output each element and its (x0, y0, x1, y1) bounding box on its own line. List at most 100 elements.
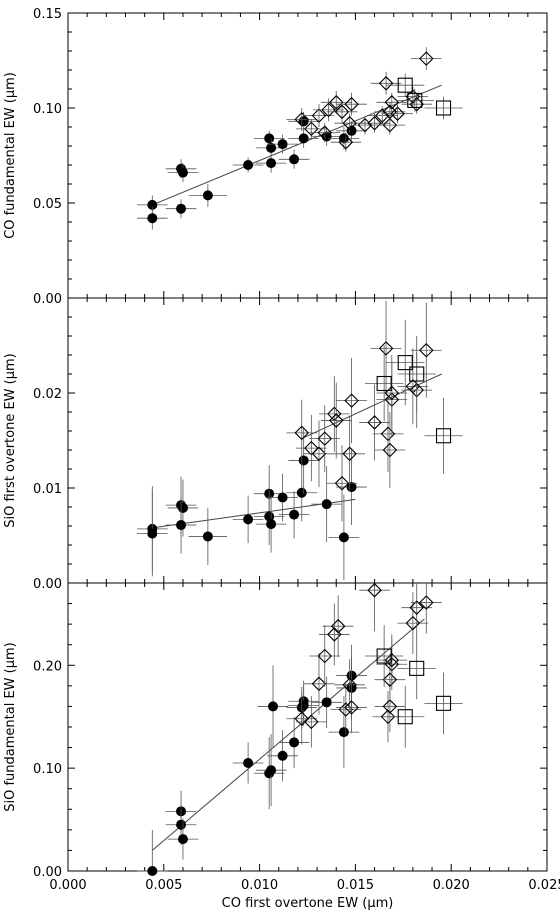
data-point-diamond (382, 117, 398, 133)
data-point-circle (147, 199, 158, 210)
data-point-diamond (378, 76, 394, 91)
data-point-square (397, 709, 413, 725)
plot-frame (67, 297, 548, 584)
data-point-diamond (321, 102, 336, 118)
data-point-diamond (342, 677, 357, 693)
data-point-square (435, 100, 452, 116)
x-tick-label: 0.000 (49, 878, 86, 893)
y-tick-label: 0.00 (33, 577, 62, 592)
data-point-square (397, 355, 413, 371)
data-point-diamond (390, 106, 405, 121)
data-point-circle (277, 139, 288, 150)
y-tick-label: 0.05 (33, 197, 62, 212)
data-point-diamond (382, 699, 398, 714)
plot-frame (67, 12, 548, 299)
data-point-diamond (317, 431, 333, 446)
data-point-circle (298, 133, 309, 144)
data-point-diamond (328, 413, 344, 428)
data-point-diamond (317, 125, 333, 140)
data-point-square (407, 92, 423, 108)
data-point-diamond (382, 104, 398, 120)
data-point-circle (296, 487, 307, 498)
data-point-diamond (304, 121, 319, 137)
data-point-circle (264, 511, 275, 522)
data-point-square (376, 648, 392, 664)
data-point-circle (243, 160, 254, 170)
fit-line (152, 84, 442, 206)
data-point-circle (289, 737, 300, 748)
data-point-diamond (419, 51, 434, 66)
data-point-diamond (405, 89, 421, 104)
x-tick-label: 0.005 (145, 878, 182, 893)
y-tick-label: 0.00 (33, 865, 62, 880)
data-point-circle (147, 866, 158, 876)
data-point-circle (277, 750, 288, 761)
data-point-diamond (409, 96, 424, 112)
y-axis-title: SiO fundamental EW (μm) (3, 642, 18, 812)
y-tick-label: 0.20 (33, 659, 62, 674)
data-point-diamond (311, 676, 327, 692)
data-point-diamond (409, 600, 424, 615)
data-point-diamond (380, 426, 396, 442)
plot-frame (67, 582, 548, 872)
data-point-circle (346, 482, 357, 493)
data-point-diamond (382, 672, 398, 687)
data-point-circle (177, 167, 188, 178)
data-point-diamond (294, 425, 310, 441)
data-point-diamond (328, 95, 344, 110)
data-point-diamond (419, 595, 434, 610)
data-point-diamond (382, 442, 398, 458)
data-point-square (435, 428, 452, 444)
data-point-diamond (344, 96, 359, 112)
data-point-circle (266, 158, 277, 169)
x-tick-label: 0.015 (337, 878, 374, 893)
data-point-diamond (311, 108, 327, 123)
data-point-diamond (367, 582, 382, 598)
data-point-circle (243, 758, 254, 768)
data-point-diamond (334, 475, 350, 491)
data-point-diamond (330, 618, 346, 634)
data-point-diamond (294, 711, 310, 727)
data-point-circle (177, 834, 188, 845)
data-point-square (397, 77, 413, 93)
y-tick-label: 0.10 (33, 102, 62, 117)
data-point-diamond (344, 393, 359, 408)
data-point-square (409, 660, 425, 676)
y-tick-label: 0.15 (33, 7, 62, 22)
data-point-diamond (342, 115, 357, 131)
x-axis-title: CO first overtone EW (μm) (222, 896, 394, 911)
data-point-square (435, 695, 452, 711)
data-point-circle (266, 765, 277, 776)
x-tick-label: 0.010 (241, 878, 278, 893)
y-tick-label: 0.10 (33, 762, 62, 777)
data-point-square (409, 366, 425, 382)
data-point-diamond (419, 342, 434, 358)
data-point-circle (243, 514, 254, 525)
data-point-circle (147, 528, 158, 539)
data-point-square (376, 375, 392, 392)
y-axis-title: SiO first overtone EW (μm) (3, 353, 18, 527)
data-point-diamond (367, 115, 382, 131)
data-point-circle (176, 203, 187, 214)
data-point-circle (338, 532, 349, 543)
data-point-circle (147, 213, 158, 224)
y-tick-label: 0.00 (33, 292, 62, 307)
data-point-circle (202, 531, 213, 542)
data-point-circle (321, 499, 332, 510)
data-point-diamond (294, 112, 310, 127)
y-tick-label: 0.01 (33, 482, 62, 497)
data-point-circle (277, 492, 288, 503)
data-point-circle (298, 116, 309, 127)
data-point-diamond (338, 134, 354, 150)
data-point-circle (338, 727, 349, 738)
data-point-circle (264, 133, 275, 144)
panel-sio-fundamental: 0.00 0.10 0.20 0.000 0.005 0.010 0.015 0.020 0.0… (3, 582, 560, 911)
data-point-diamond (384, 652, 400, 668)
data-point-diamond (378, 341, 394, 356)
data-point-circle (176, 520, 187, 531)
data-point-diamond (342, 446, 357, 462)
x-tick-label: 0.025 (528, 878, 560, 893)
data-point-circle (289, 509, 300, 520)
data-point-diamond (317, 648, 333, 664)
